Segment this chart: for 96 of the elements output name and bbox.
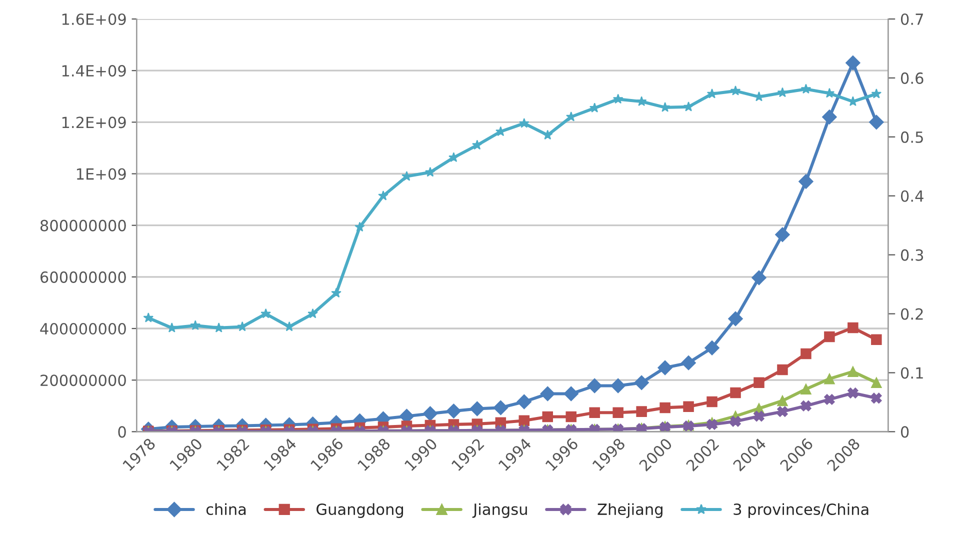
point [848, 322, 858, 334]
point [683, 101, 694, 112]
point [378, 190, 388, 200]
point [636, 406, 647, 417]
point [754, 410, 764, 422]
point [331, 288, 342, 298]
point [800, 384, 812, 395]
legend-label: Zhejiang [598, 503, 662, 518]
point [730, 416, 741, 427]
point [848, 366, 858, 377]
legend-label: 3 provinces/China [734, 503, 868, 518]
point [824, 394, 835, 405]
point [824, 88, 835, 98]
point [470, 401, 485, 416]
point [846, 55, 860, 70]
point [683, 401, 694, 412]
y-tick-label: 0 [118, 426, 126, 438]
y2-tick-label: 0 [900, 426, 909, 438]
point [752, 270, 766, 286]
point [706, 396, 718, 408]
point [402, 171, 412, 181]
point [519, 118, 530, 128]
y-tick-label: 1.6E+09 [62, 13, 126, 26]
point [704, 340, 720, 356]
point [446, 404, 462, 418]
point [706, 88, 718, 98]
point [706, 419, 718, 430]
point [754, 377, 764, 388]
point [848, 388, 858, 398]
point [871, 334, 882, 345]
point [143, 312, 154, 322]
point [660, 402, 670, 414]
legend-label: Guangdong [316, 503, 404, 518]
point [518, 415, 530, 426]
point [869, 114, 884, 130]
point [777, 395, 788, 406]
point [587, 378, 602, 394]
point [728, 311, 743, 326]
y-tick-label: 1E+09 [76, 168, 126, 180]
point [871, 377, 882, 388]
point [824, 331, 835, 342]
point [612, 94, 624, 104]
point [542, 411, 554, 422]
point [422, 406, 438, 422]
point [564, 386, 579, 402]
point [800, 348, 812, 360]
point [472, 140, 482, 150]
y2-tick-label: 0.2 [900, 308, 923, 320]
y-tick-label: 1.4E+09 [62, 65, 126, 77]
point [800, 400, 812, 412]
point [636, 96, 647, 106]
point [634, 375, 649, 390]
y-tick-label: 200000000 [40, 374, 126, 386]
y-tick-label: 600000000 [40, 271, 126, 283]
point [425, 166, 436, 177]
point [775, 227, 790, 242]
point [190, 320, 200, 330]
point [540, 386, 556, 402]
point [730, 86, 741, 96]
y-tick-label: 1.2E+09 [62, 116, 126, 128]
y2-tick-label: 0.3 [900, 249, 924, 261]
point [777, 364, 788, 376]
legend-label: Jiangsu [472, 503, 527, 518]
point [566, 411, 576, 422]
y2-tick-label: 0.1 [900, 367, 923, 379]
point [777, 406, 788, 417]
point [448, 152, 459, 162]
y2-tick-label: 0.6 [900, 72, 924, 84]
point [658, 360, 672, 376]
point [493, 400, 508, 416]
point [516, 394, 532, 410]
point [871, 88, 882, 98]
point [612, 407, 624, 418]
point [681, 355, 696, 370]
point [610, 378, 626, 394]
point [308, 308, 318, 318]
point [800, 84, 812, 94]
point [871, 392, 882, 404]
y-tick-label: 400000000 [40, 322, 126, 335]
point [260, 308, 271, 318]
point [284, 321, 294, 332]
point [798, 174, 814, 189]
point [822, 110, 837, 124]
point [589, 407, 600, 418]
y2-tick-label: 0.7 [900, 13, 923, 26]
legend-label: china [206, 503, 246, 516]
y2-tick-label: 0.5 [900, 131, 923, 143]
point [777, 87, 788, 98]
point [354, 222, 365, 232]
point [542, 130, 553, 140]
point [214, 322, 224, 332]
point [824, 373, 835, 384]
y-tick-label: 800000000 [40, 220, 126, 232]
y2-tick-label: 0.4 [900, 190, 924, 202]
point [237, 321, 248, 332]
point [730, 387, 741, 398]
